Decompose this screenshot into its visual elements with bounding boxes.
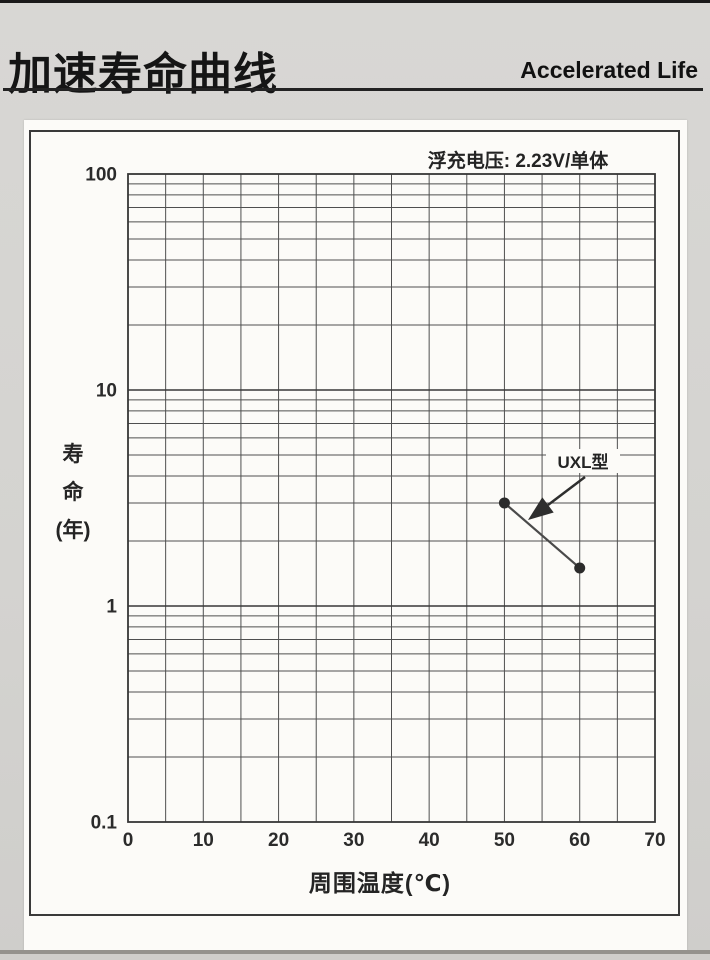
- series-label-arrowhead-icon: [528, 497, 554, 520]
- series-line: [503, 502, 581, 569]
- y-axis-tick-labels: 100 10 1 0.1: [85, 165, 117, 834]
- x-tick-label: 70: [644, 830, 665, 851]
- series-label: UXL型: [558, 452, 609, 472]
- y-tick-label: 10: [96, 381, 117, 402]
- chart-grid: [128, 174, 655, 822]
- page-top-bar: [0, 0, 710, 3]
- header-divider: [3, 88, 703, 91]
- x-tick-label: 40: [419, 830, 440, 851]
- x-axis-title: 周围温度(℃): [308, 870, 452, 896]
- x-tick-label: 60: [569, 830, 590, 851]
- y-tick-label: 0.1: [91, 813, 118, 834]
- data-point: [574, 562, 586, 574]
- x-tick-label: 10: [193, 830, 214, 851]
- y-tick-label: 1: [106, 597, 117, 618]
- y-axis-title: 寿 命 (年): [55, 443, 91, 542]
- series-points: [498, 497, 586, 574]
- series-label-background: [546, 449, 620, 473]
- float-voltage-annotation: 浮充电压: 2.23V/单体: [427, 151, 609, 172]
- x-tick-label: 20: [268, 830, 289, 851]
- series-label-leader-line: [547, 476, 586, 506]
- chart-panel: [24, 120, 687, 951]
- x-tick-label: 30: [343, 830, 364, 851]
- x-axis-tick-labels: 0 10 20 30 40 50 60 70: [123, 830, 666, 851]
- page-bottom-rule: [0, 950, 710, 954]
- panel-border: [29, 130, 680, 916]
- x-tick-label: 50: [494, 830, 515, 851]
- page-title-english: Accelerated Life: [520, 57, 698, 83]
- data-point: [498, 497, 510, 509]
- y-tick-label: 100: [85, 165, 117, 186]
- series-label-group: UXL型: [528, 449, 620, 520]
- x-tick-label: 0: [123, 830, 134, 851]
- plot-border: [127, 173, 656, 823]
